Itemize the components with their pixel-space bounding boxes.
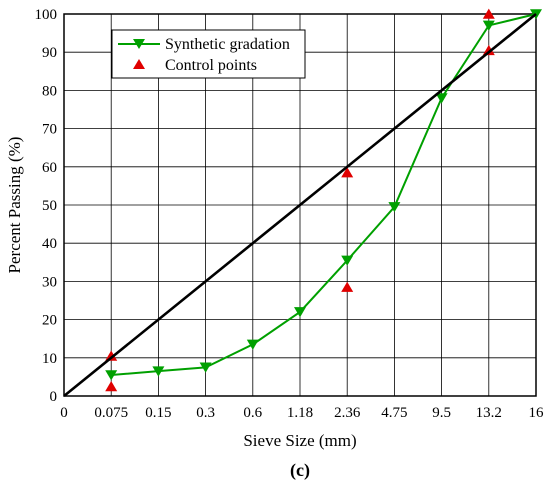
legend-marker-control: [133, 59, 145, 69]
legend-marker-synthetic: [133, 39, 145, 49]
synthetic-gradation-marker: [341, 255, 354, 266]
control-point-marker: [482, 8, 495, 19]
x-tick-label: 9.5: [432, 405, 451, 421]
y-tick-label: 40: [42, 236, 57, 252]
y-tick-label: 20: [42, 313, 57, 329]
x-tick-label: 0: [60, 405, 68, 421]
legend: Synthetic gradation Control points: [111, 29, 306, 79]
x-tick-label: 1.18: [287, 405, 313, 421]
plot-frame: [63, 13, 537, 397]
x-tick-label: 16: [529, 405, 545, 421]
control-point-marker: [105, 381, 118, 392]
legend-label-synthetic: Synthetic gradation: [165, 36, 290, 53]
x-tick-label: 0.6: [243, 405, 262, 421]
synthetic-gradation-line: [111, 13, 537, 376]
control-point-marker: [482, 44, 495, 56]
subfigure-label: (c): [290, 460, 310, 481]
control-point-marker: [341, 167, 354, 178]
legend-label-control: Control points: [165, 57, 257, 74]
x-tick-label: 2.36: [334, 405, 361, 421]
synthetic-gradation-marker: [105, 370, 118, 381]
synthetic-gradation-marker: [388, 202, 401, 213]
legend-box: [111, 29, 306, 79]
y-tick-label: 30: [42, 274, 57, 290]
synthetic-gradation-marker: [435, 93, 448, 104]
y-tick-label: 0: [50, 389, 58, 405]
synthetic-gradation-marker: [152, 366, 165, 377]
x-tick-label: 4.75: [381, 405, 407, 421]
y-tick-label: 60: [42, 160, 57, 176]
y-tick-label: 50: [42, 198, 57, 214]
x-tick-label: 0.075: [94, 405, 128, 421]
y-tick-label: 100: [35, 7, 58, 23]
x-tick-label: 0.15: [145, 405, 171, 421]
synthetic-gradation-marker: [199, 362, 212, 373]
control-point-marker: [105, 350, 118, 361]
y-tick-label: 80: [42, 83, 57, 99]
reference-line: [63, 12, 537, 398]
synthetic-gradation-marker: [482, 20, 495, 31]
series: [63, 8, 542, 398]
x-tick-label: 13.2: [476, 405, 502, 421]
synthetic-gradation-marker: [294, 307, 306, 318]
axis-ticks: 0 0.075 0.15 0.3 0.6 1.18 2.36 4.75 9.5 13.2 16 0 10…: [35, 7, 545, 421]
y-tick-label: 10: [42, 351, 57, 367]
y-tick-label: 70: [42, 122, 57, 138]
x-tick-label: 0.3: [196, 405, 215, 421]
y-axis-title: Percent Passing (%): [5, 137, 24, 274]
x-axis-title: Sieve Size (mm): [243, 431, 356, 450]
control-point-marker: [341, 281, 354, 292]
y-tick-label: 90: [42, 45, 57, 61]
synthetic-gradation-marker: [246, 339, 259, 350]
